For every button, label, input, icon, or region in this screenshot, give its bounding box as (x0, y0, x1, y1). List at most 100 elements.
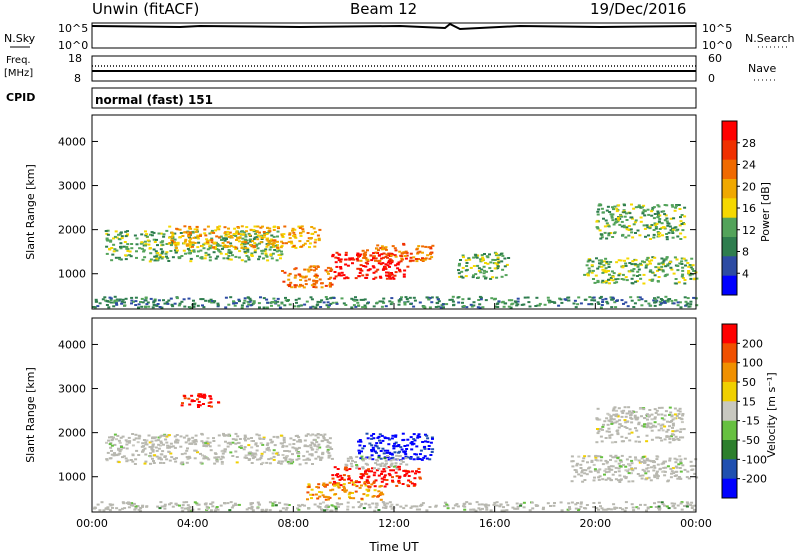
velocity-ground-scatter-cell (219, 504, 223, 507)
velocity-scatter-cell (401, 439, 405, 442)
velocity-ground-scatter-cell (298, 463, 302, 466)
velocity-ground-scatter-cell (485, 506, 489, 509)
velocity-ground-scatter-cell (575, 471, 579, 474)
power-scatter-cell (477, 269, 481, 272)
power-scatter-cell (204, 251, 208, 254)
power-scatter-cell (467, 257, 471, 260)
velocity-ground-scatter-cell (175, 434, 179, 436)
velocity-ground-scatter-cell (122, 446, 126, 449)
velocity-scatter-cell (274, 504, 278, 507)
power-scatter-cell (631, 236, 635, 239)
power-scatter-cell (324, 296, 328, 298)
power-scatter-cell (312, 279, 316, 282)
power-scatter-cell (275, 250, 279, 253)
power-scatter-cell (622, 209, 626, 212)
nave-tick-60: 60 (708, 52, 722, 65)
power-scatter-cell (673, 209, 677, 212)
power-scatter-cell (339, 266, 343, 268)
velocity-scatter-cell (297, 455, 301, 458)
power-scatter-cell (174, 249, 177, 252)
power-scatter-cell (648, 225, 652, 228)
power-scatter-cell (607, 225, 611, 228)
velocity-ground-scatter-cell (316, 445, 320, 448)
velocity-ground-scatter-cell (127, 506, 131, 509)
power-scatter-cell (389, 262, 393, 265)
velocity-scatter-cell (359, 457, 363, 460)
velocity-ground-scatter-cell (163, 503, 167, 506)
power-scatter-cell (461, 254, 465, 257)
power-scatter-cell (643, 214, 647, 217)
power-scatter-cell (173, 232, 177, 235)
velocity-scatter-cell (349, 497, 353, 500)
power-scatter-cell (522, 303, 526, 306)
power-scatter-cell (288, 232, 292, 235)
velocity-ground-scatter-cell (255, 433, 259, 436)
velocity-scatter-cell (603, 469, 607, 472)
velocity-ground-scatter-cell (668, 425, 671, 428)
velocity-scatter-cell (364, 470, 367, 473)
power-scatter-cell (285, 242, 288, 245)
power-scatter-cell (137, 303, 141, 306)
power-scatter-cell (666, 300, 670, 303)
power-scatter-cell (302, 244, 305, 247)
velocity-ground-scatter-cell (204, 444, 208, 447)
power-scatter-cell (212, 231, 216, 234)
power-scatter-cell (442, 306, 445, 309)
power-scatter-cell (291, 229, 294, 232)
power-scatter-cell (604, 267, 608, 270)
velocity-scatter-cell (392, 445, 396, 447)
freq-label-2: [MHz] (4, 68, 33, 79)
velocity-ground-scatter-cell (143, 447, 147, 450)
velocity-scatter-cell (380, 477, 384, 480)
velocity-scatter-cell (390, 503, 394, 506)
velocity-ground-scatter-cell (288, 450, 292, 453)
power-scatter-cell (241, 233, 245, 236)
velocity-ground-scatter-cell (598, 475, 602, 478)
velocity-ground-scatter-cell (619, 478, 623, 481)
velocity-ground-scatter-cell (647, 476, 651, 479)
power-scatter-cell (649, 269, 653, 272)
power-scatter-cell (240, 230, 244, 233)
power-scatter-cell (668, 225, 672, 228)
power-scatter-cell (600, 207, 604, 210)
power-scatter-cell (550, 300, 554, 303)
power-scatter-cell (485, 270, 488, 273)
power-scatter-cell (639, 220, 643, 223)
power-scatter-cell (374, 251, 378, 254)
velocity-ground-scatter-cell (618, 474, 622, 477)
velocity-scatter-cell (387, 443, 391, 446)
power-scatter-cell (258, 231, 261, 234)
power-scatter-cell (687, 270, 691, 272)
power-ytick-label: 1000 (58, 268, 86, 281)
velocity-ground-scatter-cell (405, 463, 409, 466)
power-scatter-cell (388, 272, 391, 275)
power-scatter-cell (404, 250, 408, 253)
velocity-ground-scatter-cell (394, 462, 398, 465)
velocity-scatter-cell (403, 474, 407, 476)
power-scatter-cell (270, 238, 274, 241)
velocity-ground-scatter-cell (315, 441, 319, 443)
velocity-scatter-cell (394, 434, 398, 437)
velocity-scatter-cell (418, 453, 422, 456)
velocity-ground-scatter-cell (154, 439, 158, 442)
velocity-scatter-cell (603, 473, 606, 476)
velocity-ground-scatter-cell (670, 414, 674, 417)
power-scatter-cell (270, 301, 274, 303)
velocity-ground-scatter-cell (609, 465, 613, 468)
power-scatter-cell (661, 270, 665, 273)
power-scatter-cell (98, 302, 102, 305)
velocity-ground-scatter-cell (652, 460, 655, 462)
power-scatter-cell (314, 306, 318, 309)
velocity-scatter-cell (329, 489, 333, 492)
velocity-ground-scatter-cell (231, 438, 235, 441)
power-scatter-cell (500, 275, 504, 278)
velocity-scatter-cell (422, 446, 426, 449)
velocity-ground-scatter-cell (292, 443, 296, 445)
velocity-ground-scatter-cell (304, 462, 308, 465)
velocity-scatter-cell (415, 453, 418, 456)
velocity-ground-scatter-cell (213, 509, 217, 512)
velocity-scatter-cell (275, 452, 279, 455)
power-scatter-cell (253, 242, 257, 245)
velocity-scatter-cell (409, 442, 413, 445)
velocity-scatter-cell (619, 459, 623, 462)
